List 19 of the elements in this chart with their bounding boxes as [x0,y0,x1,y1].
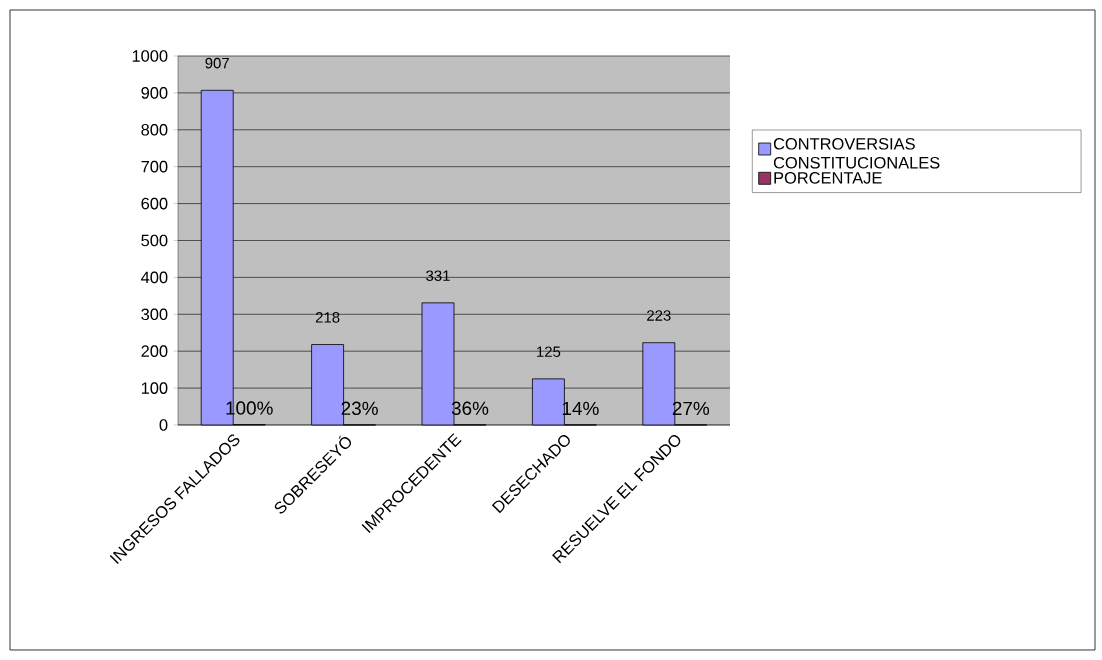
data-label: 125 [537,346,561,357]
y-tick-label: 500 [141,234,168,247]
data-label: 36% [451,401,489,415]
data-label: 331 [426,270,450,281]
data-label: 223 [647,310,671,321]
y-tick-label: 700 [141,160,168,173]
legend-label: PORCENTAJE [774,172,882,184]
y-tick-label: 0 [159,419,168,431]
y-tick-label: 600 [141,197,168,210]
data-label: 218 [315,312,340,323]
y-tick-label: 300 [141,308,168,321]
y-tick-label: 800 [141,123,168,136]
data-label: 907 [205,57,229,69]
y-tick-label: 400 [141,271,168,284]
y-tick-label: 100 [141,382,168,394]
y-tick-label: 200 [141,345,168,357]
y-tick-label: 900 [141,87,168,99]
legend-label: CONTROVERSIAS CONSTITUCIONALES [773,137,940,169]
y-tick-label: 1000 [132,50,168,62]
